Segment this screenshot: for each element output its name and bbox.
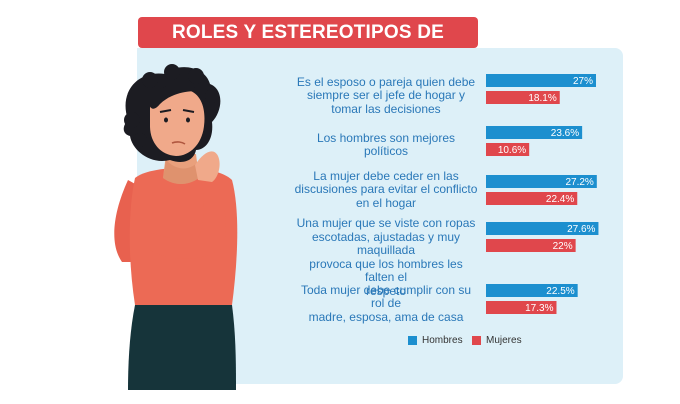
data-label-mujeres-1: 10.6% [498, 145, 526, 156]
bar-hombres-4 [486, 284, 578, 297]
category-label-line: Es el esposo o pareja quien debe [296, 74, 476, 89]
category-label-line: escotadas, ajustadas y muy maquillada [311, 229, 461, 257]
bar-mujeres-4 [486, 301, 557, 314]
data-label-mujeres-0: 18.1% [528, 93, 556, 104]
data-label-mujeres-3: 22% [553, 241, 573, 252]
bar-hombres-3 [486, 222, 599, 235]
category-label-line: tomar las decisiones [331, 101, 441, 116]
bar-mujeres-3 [486, 239, 576, 252]
category-label-line: Toda mujer debe cumplir con su rol de [300, 282, 472, 310]
bar-mujeres-0 [486, 91, 560, 104]
legend-label-mujeres: Mujeres [486, 335, 522, 346]
category-label-line: Una mujer que se viste con ropas [296, 216, 476, 230]
category-label-line: La mujer debe ceder en las [313, 168, 459, 183]
bar-hombres-2 [486, 175, 597, 188]
category-label-0: Es el esposo o pareja quien debe siempre … [294, 74, 478, 117]
category-label-line: siempre ser el jefe de hogar y [306, 88, 466, 103]
data-label-hombres-1: 23.6% [551, 128, 579, 139]
category-label-line: Los hombres son mejores [316, 130, 456, 145]
category-label-line: madre, esposa, ama de casa [308, 309, 464, 324]
data-label-hombres-4: 22.5% [546, 286, 574, 297]
category-label-4: Toda mujer debe cumplir con su rol de mad… [294, 282, 478, 325]
category-label-3: Una mujer que se viste con ropas escotada… [294, 216, 478, 298]
category-label-line: políticos [363, 144, 409, 158]
data-label-hombres-3: 27.6% [567, 224, 595, 235]
category-label-line: discusiones para evitar el conflicto [294, 182, 478, 197]
bar-mujeres-1 [486, 143, 530, 156]
category-label-line: en el hogar [355, 195, 417, 210]
category-label-1: Los hombres son mejores políticos [294, 130, 478, 159]
category-label-line: provoca que los hombres les falten el [309, 256, 463, 284]
legend-swatch-hombres [408, 336, 417, 345]
category-label-2: La mujer debe ceder en las discusiones pa… [294, 168, 478, 211]
data-label-mujeres-4: 17.3% [525, 303, 553, 314]
legend-swatch-mujeres [472, 336, 481, 345]
bar-hombres-1 [486, 126, 583, 139]
legend-label-hombres: Hombres [422, 335, 463, 346]
data-label-mujeres-2: 22.4% [546, 194, 574, 205]
bar-mujeres-2 [486, 192, 578, 205]
category-label-line: respeto [365, 283, 407, 298]
data-label-hombres-0: 27% [573, 76, 593, 87]
bar-hombres-0 [486, 74, 596, 87]
data-label-hombres-2: 27.2% [565, 177, 593, 188]
